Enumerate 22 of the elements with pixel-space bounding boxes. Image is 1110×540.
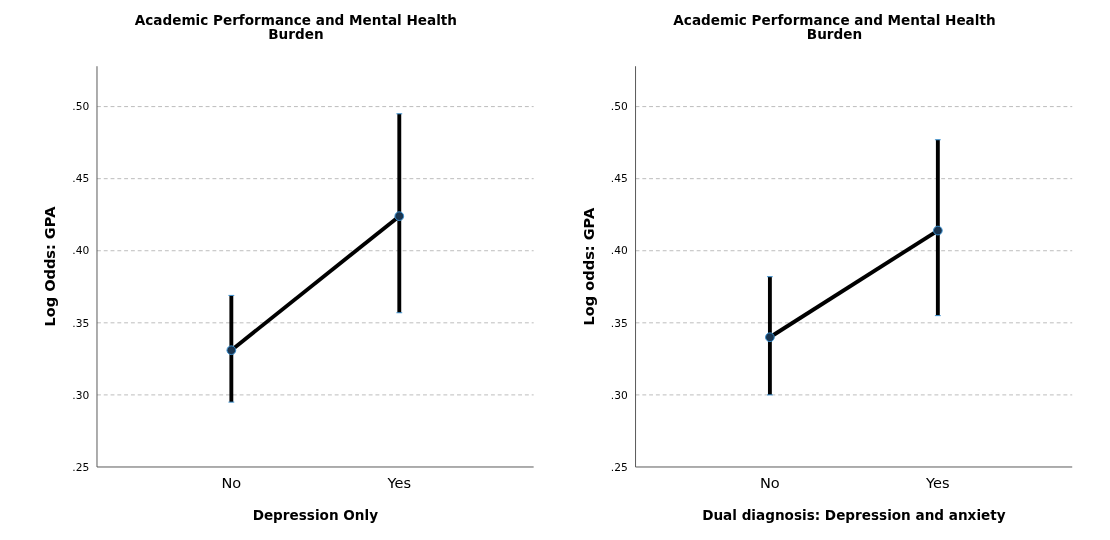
chart-title: Academic Performance and Mental Health Burden	[134, 12, 458, 43]
y-tick-label: .50	[610, 100, 628, 114]
y-tick-label: .35	[72, 316, 90, 330]
x-axis-title: Depression Only	[252, 507, 379, 524]
x-tick-label: No	[760, 474, 780, 492]
y-tick-label: .30	[72, 388, 90, 402]
chart-title: Academic Performance and Mental Health Burden	[673, 12, 996, 43]
y-tick-label: .35	[610, 316, 628, 330]
x-axis-title: Dual diagnosis: Depression and anxiety	[702, 507, 1006, 524]
x-tick-label: No	[221, 474, 242, 492]
y-tick-label: .40	[72, 244, 90, 258]
x-tick-label: Yes	[925, 474, 950, 492]
y-tick-label: .25	[72, 460, 90, 474]
x-tick-label: Yes	[386, 474, 412, 492]
y-tick-label: .50	[72, 100, 90, 114]
y-tick-label: .25	[610, 460, 628, 474]
y-tick-label: .40	[610, 244, 628, 258]
y-tick-label: .30	[610, 388, 628, 402]
y-axis-title: Log Odds: GPA	[41, 205, 59, 327]
y-tick-label: .45	[610, 172, 628, 186]
y-axis-title: Log odds: GPA	[579, 207, 597, 326]
y-tick-label: .45	[72, 172, 90, 186]
